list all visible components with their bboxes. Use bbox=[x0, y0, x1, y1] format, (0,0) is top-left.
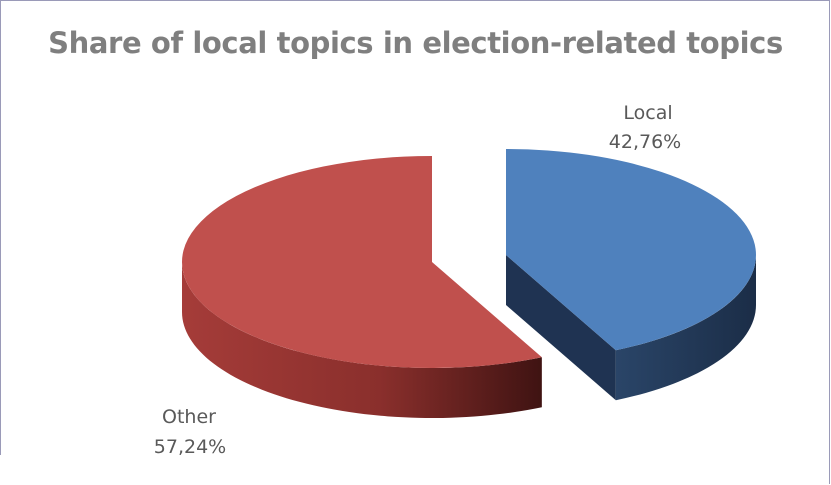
label-local-name: Local bbox=[623, 102, 672, 124]
chart-title: Share of local topics in election-relate… bbox=[48, 26, 783, 60]
slice-local-side bbox=[615, 255, 756, 401]
label-other-value: 57,24% bbox=[154, 436, 226, 458]
slice-local bbox=[506, 149, 757, 351]
frame-gap bbox=[0, 455, 1, 485]
label-local-value: 42,76% bbox=[609, 131, 681, 153]
slice-other bbox=[182, 156, 542, 368]
label-other-name: Other bbox=[162, 406, 216, 428]
slice-local-cut-face bbox=[506, 255, 616, 401]
slice-other-side bbox=[182, 262, 542, 418]
